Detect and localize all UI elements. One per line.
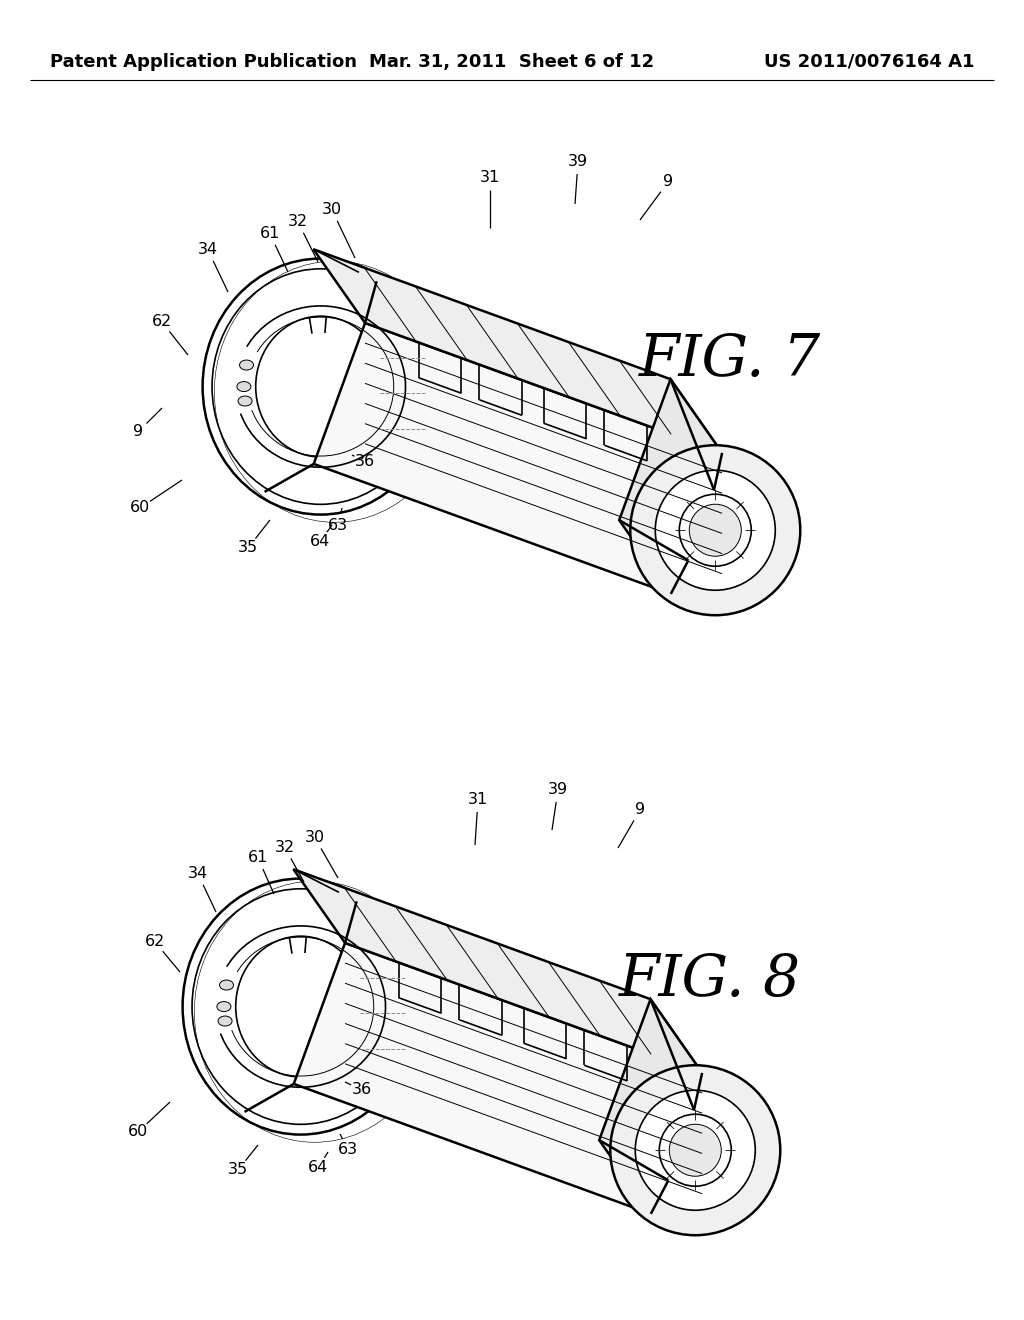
Text: 9: 9 xyxy=(133,425,143,440)
Circle shape xyxy=(655,470,775,590)
Text: 60: 60 xyxy=(130,500,151,516)
Text: 31: 31 xyxy=(480,170,500,186)
Ellipse shape xyxy=(218,1016,232,1026)
Text: 39: 39 xyxy=(548,783,568,797)
Polygon shape xyxy=(399,321,420,341)
Circle shape xyxy=(670,1125,721,1176)
Ellipse shape xyxy=(240,360,254,370)
Circle shape xyxy=(689,504,741,556)
Text: 32: 32 xyxy=(274,841,295,855)
Circle shape xyxy=(610,1065,780,1236)
Circle shape xyxy=(631,445,801,615)
Text: 64: 64 xyxy=(310,535,330,549)
Polygon shape xyxy=(313,249,722,453)
Polygon shape xyxy=(380,940,399,960)
Polygon shape xyxy=(294,942,702,1214)
Ellipse shape xyxy=(238,396,252,407)
Text: 34: 34 xyxy=(198,243,218,257)
Text: 60: 60 xyxy=(128,1125,148,1139)
Text: 34: 34 xyxy=(188,866,208,882)
Ellipse shape xyxy=(380,962,394,982)
Text: Mar. 31, 2011  Sheet 6 of 12: Mar. 31, 2011 Sheet 6 of 12 xyxy=(370,53,654,71)
Text: 62: 62 xyxy=(144,935,165,949)
Ellipse shape xyxy=(217,1002,230,1011)
Text: US 2011/0076164 A1: US 2011/0076164 A1 xyxy=(764,53,974,71)
Text: 35: 35 xyxy=(238,540,258,556)
Text: 61: 61 xyxy=(260,227,281,242)
Polygon shape xyxy=(294,869,702,1073)
Ellipse shape xyxy=(219,979,233,990)
Ellipse shape xyxy=(403,366,421,389)
Text: 36: 36 xyxy=(355,454,375,470)
Text: 63: 63 xyxy=(338,1143,358,1158)
Text: 62: 62 xyxy=(152,314,172,330)
Text: FIG. 7: FIG. 7 xyxy=(639,331,821,388)
Ellipse shape xyxy=(237,381,251,392)
Text: 9: 9 xyxy=(663,174,673,190)
Circle shape xyxy=(659,1114,731,1187)
Text: 36: 36 xyxy=(352,1082,372,1097)
Text: 32: 32 xyxy=(288,214,308,230)
Ellipse shape xyxy=(383,986,401,1010)
Ellipse shape xyxy=(399,342,415,363)
Text: Patent Application Publication: Patent Application Publication xyxy=(50,53,357,71)
Text: 30: 30 xyxy=(305,830,325,846)
Text: 39: 39 xyxy=(568,154,588,169)
Text: 30: 30 xyxy=(322,202,342,218)
Polygon shape xyxy=(620,379,722,594)
Circle shape xyxy=(679,494,752,566)
Text: 35: 35 xyxy=(228,1163,248,1177)
Polygon shape xyxy=(599,999,702,1214)
Text: 31: 31 xyxy=(468,792,488,808)
Text: 9: 9 xyxy=(635,803,645,817)
Text: 61: 61 xyxy=(248,850,268,866)
Circle shape xyxy=(635,1090,756,1210)
Text: FIG. 8: FIG. 8 xyxy=(618,952,801,1008)
Polygon shape xyxy=(313,323,722,594)
Text: 63: 63 xyxy=(328,517,348,532)
Text: 64: 64 xyxy=(308,1160,328,1176)
